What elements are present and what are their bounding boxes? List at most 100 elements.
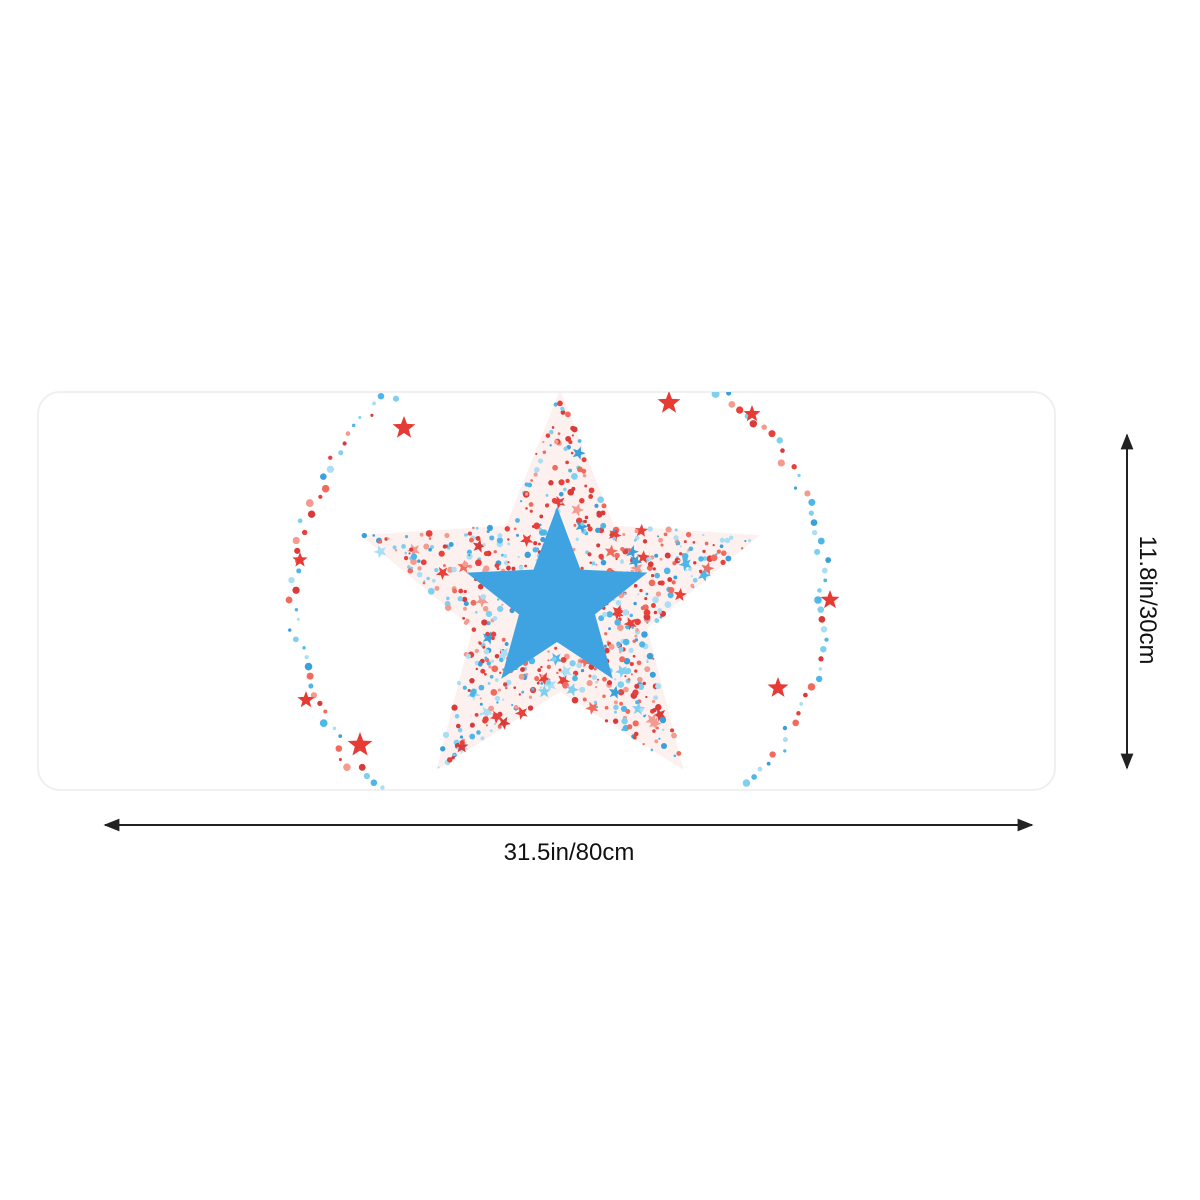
confetti: [487, 682, 491, 685]
confetti: [650, 748, 654, 752]
confetti: [551, 426, 555, 429]
confetti: [492, 616, 498, 621]
confetti-star: [558, 665, 572, 679]
ring-dot: [814, 596, 822, 604]
confetti: [627, 677, 631, 681]
confetti-star: [472, 539, 486, 553]
confetti: [497, 605, 504, 613]
confetti: [654, 553, 659, 558]
confetti: [661, 728, 665, 732]
confetti: [586, 680, 593, 687]
confetti: [645, 695, 648, 699]
confetti: [604, 632, 608, 636]
confetti: [547, 659, 550, 662]
confetti: [440, 746, 446, 752]
confetti: [494, 695, 501, 702]
confetti: [674, 528, 678, 532]
confetti: [619, 701, 624, 706]
confetti: [748, 538, 752, 543]
ring-dot: [768, 430, 776, 438]
ring-dot: [304, 662, 313, 671]
confetti: [673, 575, 678, 580]
mat-print: [285, 326, 840, 857]
confetti: [482, 568, 486, 572]
confetti: [647, 526, 653, 532]
confetti: [501, 603, 504, 606]
confetti: [496, 537, 503, 544]
confetti: [657, 608, 663, 613]
confetti: [652, 567, 656, 571]
confetti: [442, 544, 447, 549]
confetti: [635, 628, 639, 632]
ring-dot: [600, 336, 607, 343]
confetti: [719, 544, 724, 549]
confetti: [494, 653, 500, 659]
confetti: [502, 682, 508, 687]
confetti: [646, 660, 649, 664]
ring-dot: [531, 326, 539, 334]
confetti: [540, 682, 544, 685]
confetti: [401, 544, 406, 549]
confetti-star: [678, 557, 692, 572]
confetti: [643, 609, 651, 616]
ring-dot: [707, 380, 715, 388]
confetti: [606, 611, 613, 618]
confetti: [725, 555, 732, 562]
ring-dot: [729, 808, 734, 813]
ring-dot: [777, 459, 785, 467]
confetti: [645, 592, 649, 596]
confetti: [490, 631, 497, 637]
confetti: [692, 541, 696, 544]
confetti: [630, 673, 633, 676]
confetti: [484, 656, 488, 660]
confetti-star: [520, 534, 534, 547]
confetti: [499, 671, 502, 675]
confetti: [576, 662, 582, 669]
confetti: [616, 641, 621, 646]
confetti: [570, 425, 576, 431]
confetti: [740, 547, 744, 550]
ring-dot: [757, 766, 763, 772]
ring-dot: [814, 548, 821, 555]
confetti-star: [630, 561, 643, 575]
confetti: [637, 676, 643, 683]
confetti: [595, 705, 598, 709]
confetti: [655, 591, 662, 597]
confetti: [560, 501, 563, 505]
confetti: [546, 664, 552, 670]
confetti: [497, 724, 502, 729]
ring-dot: [824, 637, 829, 642]
confetti: [601, 611, 608, 618]
confetti: [712, 544, 715, 547]
confetti: [623, 657, 631, 665]
confetti: [660, 742, 668, 749]
confetti: [540, 536, 546, 543]
confetti: [639, 707, 644, 712]
confetti: [420, 559, 427, 566]
inner-star: [466, 507, 648, 679]
confetti: [549, 429, 554, 435]
ring-dot: [782, 725, 788, 731]
confetti: [552, 464, 558, 471]
ring-dot: [296, 568, 302, 574]
confetti: [502, 698, 505, 701]
confetti: [614, 552, 620, 559]
confetti: [530, 479, 533, 482]
confetti: [633, 735, 637, 740]
confetti: [466, 549, 472, 555]
confetti: [475, 526, 479, 530]
confetti: [613, 710, 617, 714]
confetti: [716, 549, 722, 554]
ring-dot: [810, 519, 818, 527]
confetti: [475, 610, 478, 614]
confetti-star: [636, 550, 651, 564]
confetti: [565, 435, 572, 442]
confetti: [688, 546, 694, 552]
ring-dot: [796, 711, 801, 716]
confetti: [538, 542, 541, 546]
confetti: [642, 539, 648, 544]
confetti: [519, 499, 523, 503]
ring-dot: [464, 851, 470, 857]
confetti: [528, 502, 534, 507]
confetti: [463, 601, 469, 607]
